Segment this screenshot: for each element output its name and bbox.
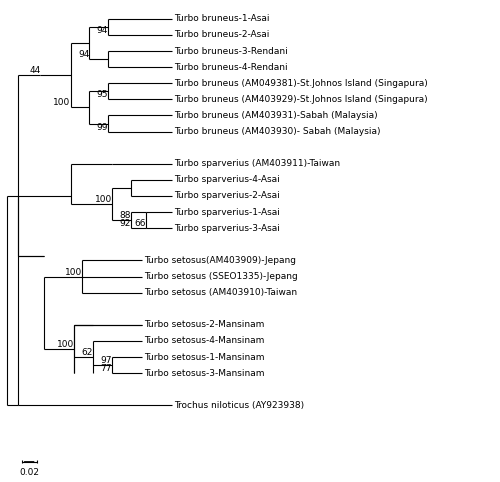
Text: 95: 95 (96, 91, 108, 99)
Text: 77: 77 (100, 364, 112, 373)
Text: Turbo setosus-4-Mansinam: Turbo setosus-4-Mansinam (144, 336, 264, 346)
Text: Turbo bruneus-1-Asai: Turbo bruneus-1-Asai (174, 14, 270, 24)
Text: Turbo sparverius-2-Asai: Turbo sparverius-2-Asai (174, 191, 280, 201)
Text: 94: 94 (97, 26, 108, 35)
Text: 97: 97 (100, 356, 112, 365)
Text: Turbo bruneus-3-Rendani: Turbo bruneus-3-Rendani (174, 47, 288, 55)
Text: Turbo bruneus (AM403931)-Sabah (Malaysia): Turbo bruneus (AM403931)-Sabah (Malaysia… (174, 111, 378, 120)
Text: Turbo bruneus (AM049381)-St.Johnos Island (Singapura): Turbo bruneus (AM049381)-St.Johnos Islan… (174, 79, 428, 88)
Text: Turbo sparverius-3-Asai: Turbo sparverius-3-Asai (174, 224, 281, 233)
Text: Turbo setosus-2-Mansinam: Turbo setosus-2-Mansinam (144, 321, 264, 329)
Text: Turbo bruneus-4-Rendani: Turbo bruneus-4-Rendani (174, 63, 288, 72)
Text: 92: 92 (120, 219, 131, 228)
Text: 100: 100 (57, 340, 74, 349)
Text: Turbo setosus (AM403910)-Taiwan: Turbo setosus (AM403910)-Taiwan (144, 288, 298, 297)
Text: 88: 88 (120, 211, 131, 220)
Text: Turbo bruneus (AM403929)-St.Johnos Island (Singapura): Turbo bruneus (AM403929)-St.Johnos Islan… (174, 95, 428, 104)
Text: Trochus niloticus (AY923938): Trochus niloticus (AY923938) (174, 401, 304, 410)
Text: 100: 100 (94, 195, 112, 204)
Text: Turbo sparverius-1-Asai: Turbo sparverius-1-Asai (174, 208, 281, 216)
Text: 62: 62 (82, 348, 93, 357)
Text: 0.02: 0.02 (19, 468, 39, 477)
Text: 94: 94 (78, 50, 90, 59)
Text: Turbo sparverius-4-Asai: Turbo sparverius-4-Asai (174, 175, 280, 185)
Text: Turbo setosus (SSEO1335)-Jepang: Turbo setosus (SSEO1335)-Jepang (144, 272, 298, 281)
Text: 66: 66 (134, 219, 146, 228)
Text: Turbo setosus(AM403909)-Jepang: Turbo setosus(AM403909)-Jepang (144, 256, 296, 265)
Text: Turbo setosus-1-Mansinam: Turbo setosus-1-Mansinam (144, 352, 265, 362)
Text: Turbo bruneus (AM403930)- Sabah (Malaysia): Turbo bruneus (AM403930)- Sabah (Malaysi… (174, 127, 381, 136)
Text: 100: 100 (54, 98, 70, 107)
Text: 99: 99 (96, 122, 108, 132)
Text: 100: 100 (64, 268, 82, 277)
Text: Turbo sparverius (AM403911)-Taiwan: Turbo sparverius (AM403911)-Taiwan (174, 159, 340, 168)
Text: Turbo bruneus-2-Asai: Turbo bruneus-2-Asai (174, 30, 270, 40)
Text: Turbo setosus-3-Mansinam: Turbo setosus-3-Mansinam (144, 369, 265, 377)
Text: 44: 44 (29, 66, 40, 75)
